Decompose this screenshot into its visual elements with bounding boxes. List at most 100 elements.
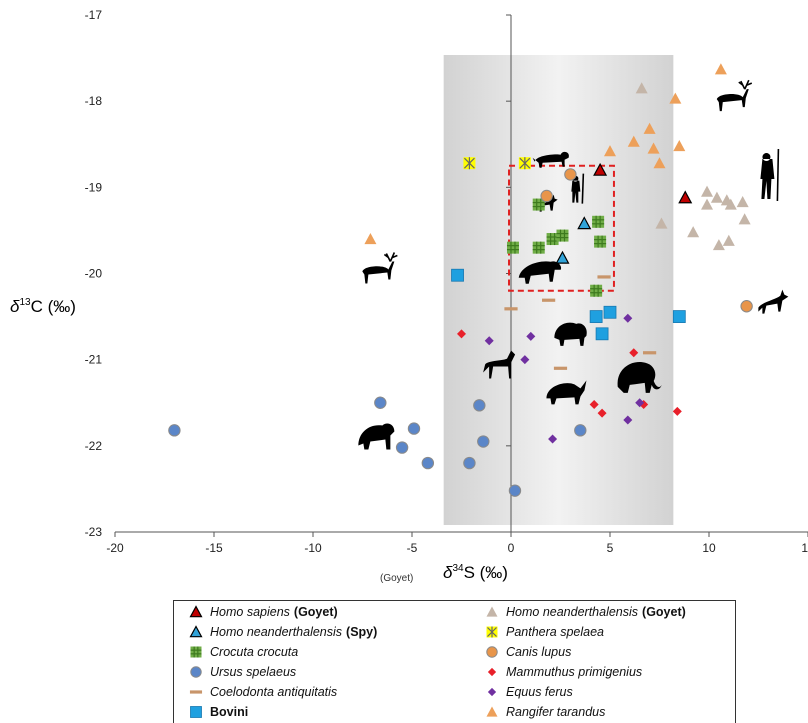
legend-symbol <box>486 626 498 638</box>
point-equus <box>635 398 645 408</box>
point-mammuthus <box>597 408 607 418</box>
point-equus <box>548 434 558 444</box>
point-crocuta <box>506 241 519 254</box>
x-tick-label: -15 <box>205 541 223 555</box>
legend-marker-neand_goyet <box>486 606 498 617</box>
y-tick-label: -22 <box>85 439 103 453</box>
legend-marker-bovini <box>190 706 202 718</box>
reindeer-silhouette <box>362 252 398 284</box>
point-rangifer <box>627 135 640 147</box>
y-tick-label: -20 <box>85 267 103 281</box>
point-crocuta <box>532 198 545 211</box>
point-ursus <box>574 424 587 437</box>
legend-symbol <box>487 687 497 697</box>
y-tick-label: -23 <box>85 525 103 539</box>
series-panthera <box>463 157 531 170</box>
legend-symbol <box>189 690 203 694</box>
x-tick-label: 15 <box>801 541 808 555</box>
point-neand_goyet <box>736 195 749 208</box>
chart: -20 -15 -10 -5 0 5 10 15 -23 -22 -21 -20 -19 -18 -17 (… <box>10 8 808 584</box>
legend-marker-panthera <box>486 626 498 638</box>
point-neand_spy <box>577 216 592 230</box>
series-coelodonta <box>504 275 657 370</box>
point-neand_goyet <box>738 213 751 225</box>
legend-symbol <box>190 666 202 678</box>
point-neand_goyet <box>687 226 700 238</box>
point-ursus <box>374 396 387 409</box>
x-axis-title: δ34S (‰) <box>443 563 508 582</box>
point-panthera <box>463 157 476 170</box>
point-rangifer <box>673 139 686 152</box>
rhino-silhouette <box>546 380 587 405</box>
legend-marker-homo_sapiens <box>189 605 203 618</box>
series-homo_sapiens <box>593 162 693 204</box>
legend-label: Equus ferus <box>506 685 573 699</box>
point-ursus <box>473 399 486 412</box>
mammoth-silhouette <box>617 362 662 393</box>
point-neand_goyet <box>701 185 714 197</box>
y-axis-title: δ13C (‰) <box>10 297 76 316</box>
point-mammuthus <box>672 406 682 416</box>
bison-silhouette <box>554 322 587 346</box>
below-axis-note: (Goyet) <box>380 573 413 584</box>
legend-label: Homo neanderthalensis <box>506 605 639 619</box>
lion-silhouette <box>532 151 569 168</box>
legend-label: Mammuthus primigenius <box>506 665 643 679</box>
point-equus <box>623 415 633 425</box>
legend-symbol <box>189 625 203 638</box>
point-rangifer <box>653 157 666 169</box>
wolf-small-silhouette <box>537 194 558 212</box>
point-homo_sapiens <box>593 162 608 176</box>
legend-marker-ursus <box>190 666 202 678</box>
series-bovini <box>451 268 686 341</box>
point-ursus <box>477 435 490 448</box>
point-rangifer <box>647 142 660 154</box>
series-rangifer <box>364 63 727 245</box>
y-tick-label: -21 <box>85 353 103 367</box>
series-neand_spy <box>555 216 592 264</box>
legend-symbol <box>486 606 498 617</box>
y-tick-label: -17 <box>85 8 103 22</box>
point-panthera <box>518 157 531 170</box>
legend-item-canis: Canis lupus <box>484 643 571 661</box>
dashed-cluster-box <box>508 164 615 292</box>
point-equus <box>484 336 494 346</box>
point-bovini <box>595 327 609 341</box>
legend-symbol <box>190 706 202 718</box>
series-equus <box>484 313 645 444</box>
legend-marker-rangifer <box>486 706 498 717</box>
point-crocuta <box>594 235 607 248</box>
point-equus <box>526 331 536 341</box>
point-bovini <box>589 310 603 323</box>
point-crocuta <box>556 229 569 242</box>
point-neand_spy <box>555 250 570 264</box>
point-ursus <box>463 456 476 470</box>
point-coelodonta <box>542 298 556 302</box>
point-neand_goyet <box>712 239 725 251</box>
point-crocuta <box>590 284 603 297</box>
legend-suffix: (Goyet) <box>293 605 338 619</box>
human-silhouette <box>760 149 780 202</box>
legend-item-coelodonta: Coelodonta antiquitatis <box>188 683 337 701</box>
x-tick-label: -20 <box>106 541 124 555</box>
legend-item-neand_spy: Homo neanderthalensis (Spy) <box>188 623 377 641</box>
legend-item-ursus: Ursus spelaeus <box>188 663 296 681</box>
x-tick-label: 10 <box>702 541 716 555</box>
legend-symbol <box>486 646 498 658</box>
wolf-silhouette <box>758 289 789 314</box>
x-tick-label: -10 <box>304 541 322 555</box>
silhouettes <box>358 79 789 450</box>
point-neand_goyet <box>722 234 735 246</box>
legend-marker-canis <box>486 646 498 658</box>
legend-item-homo_sapiens: Homo sapiens (Goyet) <box>188 603 338 621</box>
point-mammuthus <box>457 329 466 339</box>
legend-item-crocuta: Crocuta crocuta <box>188 643 298 661</box>
legend-item-bovini: Bovini <box>188 703 248 721</box>
legend-marker-mammuthus <box>487 667 497 677</box>
human-small-silhouette <box>571 173 585 204</box>
point-ursus <box>421 456 435 470</box>
point-ursus <box>168 424 181 437</box>
point-homo_sapiens <box>678 190 693 204</box>
legend: Homo sapiens (Goyet) Homo neanderthalensis… <box>173 600 736 723</box>
legend-label: Homo neanderthalensis <box>210 625 343 639</box>
